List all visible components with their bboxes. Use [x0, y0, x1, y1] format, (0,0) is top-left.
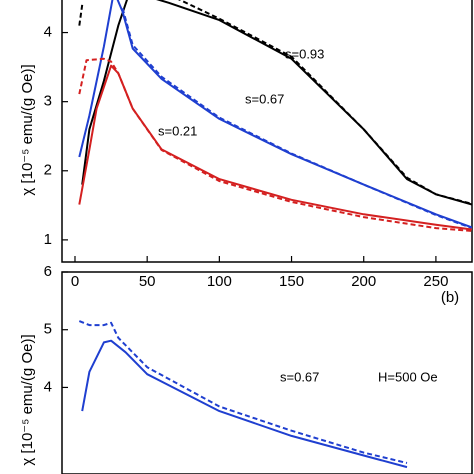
y-tick-label: 6	[44, 263, 52, 280]
y-tick-label: 2	[44, 162, 52, 179]
annotation: s=0.67	[245, 91, 284, 106]
annotation: H=500 Oe	[378, 369, 438, 384]
plot-frame	[61, 271, 473, 474]
y-tick-label: 1	[44, 231, 52, 248]
y-axis-title: χ [10⁻⁵ emu/(g Oe)]	[19, 64, 36, 195]
plot-area	[78, 0, 472, 232]
y-tick-label: 4	[44, 24, 52, 41]
y-tick-label: 4	[44, 378, 52, 395]
data-line	[78, 320, 408, 464]
annotation: s=0.67	[280, 369, 319, 384]
data-line	[81, 0, 472, 206]
data-line	[78, 0, 472, 229]
data-line	[81, 339, 408, 469]
x-tick-label: 50	[139, 273, 156, 290]
x-tick-label: 100	[207, 273, 232, 290]
y-tick-label: 3	[44, 93, 52, 110]
y-axis-title: χ [10⁻⁵ emu/(g Oe)]	[19, 334, 36, 465]
data-line	[121, 8, 472, 230]
x-tick-label: 0	[71, 273, 79, 290]
plot-area	[78, 320, 408, 469]
data-line	[78, 0, 472, 205]
plot-frame	[61, 0, 473, 263]
annotation: s=0.93	[285, 46, 324, 61]
annotation: s=0.21	[158, 123, 197, 138]
panel-label: (b)	[441, 289, 459, 306]
x-tick-label: 250	[423, 273, 448, 290]
x-tick-label: 200	[351, 273, 376, 290]
x-tick-label: 150	[279, 273, 304, 290]
y-tick-label: 5	[44, 321, 52, 338]
data-line	[78, 57, 472, 232]
